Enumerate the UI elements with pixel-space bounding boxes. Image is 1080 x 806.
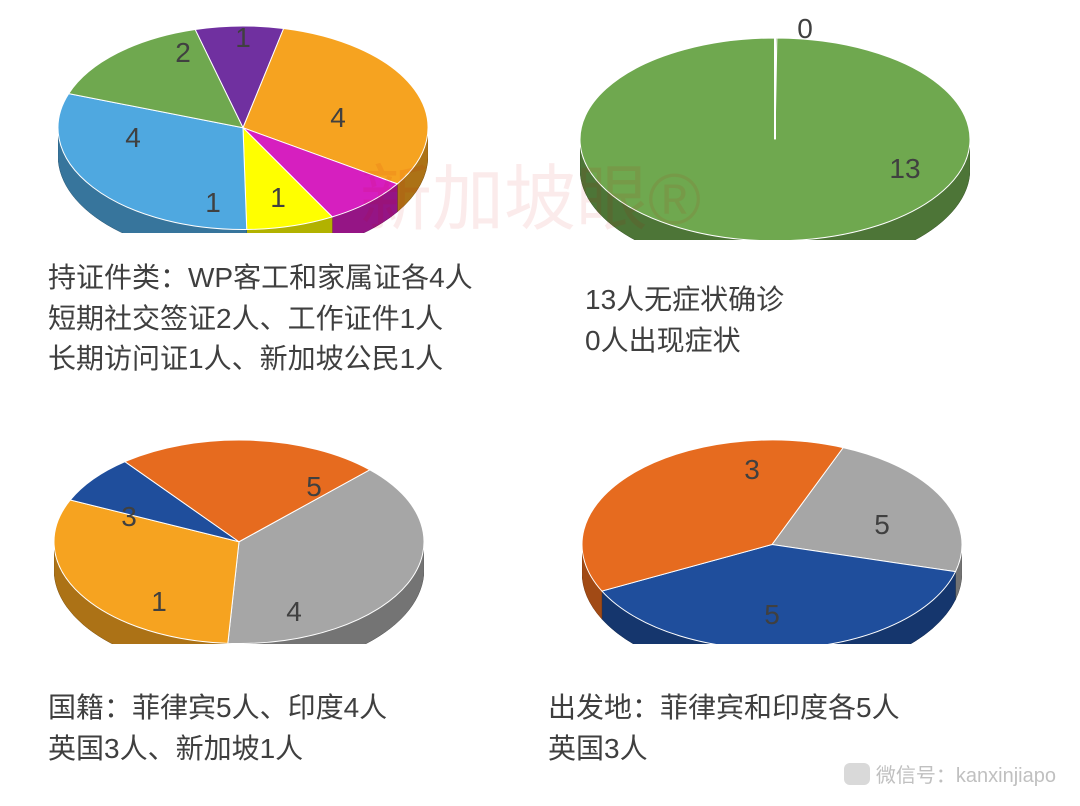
caption-origin: 出发地：菲律宾和印度各5人 英国3人 [548, 688, 900, 769]
chart-nationality: 5 4 1 3 [54, 432, 424, 644]
footer-wechat: 微信号：kanxinjiapo [844, 759, 1056, 788]
chart-symptoms: 013 [580, 30, 970, 240]
slice-label: 3 [121, 501, 137, 533]
slice-label: 5 [764, 599, 780, 631]
chart-origin: 3 5 5 [582, 432, 962, 644]
slice-label: 4 [330, 102, 346, 134]
slice-label: 4 [286, 596, 302, 628]
slice-label: 2 [175, 37, 191, 69]
slice-label: 1 [205, 187, 221, 219]
caption-nationality: 国籍：菲律宾5人、印度4人 英国3人、新加坡1人 [48, 688, 387, 769]
slice-label: 3 [744, 454, 760, 486]
pie-permits: 1 4 1 1 4 2 [58, 18, 428, 233]
caption-permits: 持证件类：WP客工和家属证各4人 短期社交签证2人、工作证件1人 长期访问证1人… [48, 258, 473, 380]
pie-symptoms: 013 [580, 30, 970, 240]
wechat-icon [844, 763, 870, 785]
pie-origin: 3 5 5 [582, 432, 962, 644]
slice-label: 5 [306, 471, 322, 503]
chart-permits: 1 4 1 1 4 2 [58, 18, 428, 233]
slice-label: 1 [235, 22, 251, 54]
caption-symptoms: 13人无症状确诊 0人出现症状 [585, 280, 784, 361]
slice-label: 13 [889, 153, 920, 185]
footer-text: 微信号：kanxinjiapo [876, 759, 1056, 788]
slice-label: 1 [270, 182, 286, 214]
slice-label: 5 [874, 509, 890, 541]
pie-nationality: 5 4 1 3 [54, 432, 424, 644]
slice-label: 4 [125, 122, 141, 154]
slice-label: 0 [797, 13, 813, 45]
slice-label: 1 [151, 586, 167, 618]
